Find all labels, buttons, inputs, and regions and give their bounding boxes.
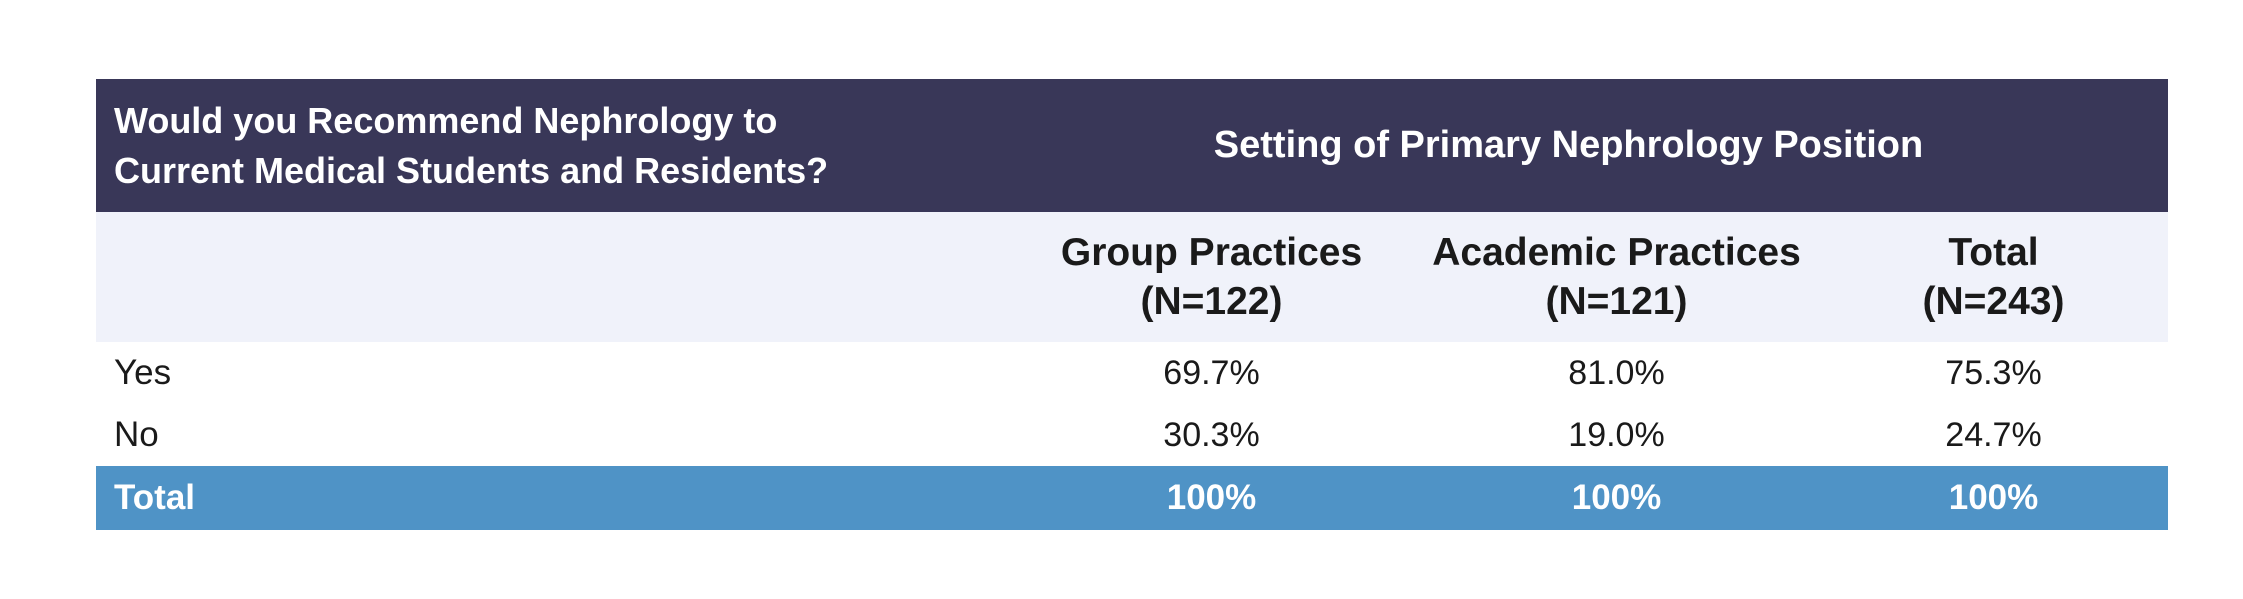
column-name: Academic Practices (1432, 231, 1801, 274)
column-header-group-practices: Group Practices (N=122) (1009, 228, 1414, 326)
row-label: No (114, 415, 159, 454)
column-n: (N=121) (1545, 280, 1688, 323)
table-row-yes: Yes 69.7% 81.0% 75.3% (96, 342, 2168, 404)
cell-value: 19.0% (1568, 415, 1665, 454)
row-label: Total (114, 478, 196, 517)
row-label: Yes (114, 353, 172, 392)
cell-value: 81.0% (1568, 353, 1665, 392)
table-row-total: Total 100% 100% 100% (96, 466, 2168, 530)
column-name: Total (1948, 231, 2039, 274)
cell-value: 30.3% (1163, 415, 1260, 454)
cell-value: 100% (1948, 478, 2039, 517)
spanning-header: Setting of Primary Nephrology Position (1213, 124, 1924, 166)
cell-value: 69.7% (1163, 353, 1260, 392)
cell-value: 75.3% (1945, 353, 2042, 392)
column-n: (N=122) (1140, 280, 1283, 323)
column-name: Group Practices (1060, 231, 1363, 274)
column-header-total: Total (N=243) (1819, 228, 2168, 326)
table-header-row: Would you Recommend Nephrology to Curren… (96, 79, 2168, 212)
cell-value: 100% (1571, 478, 1662, 517)
column-header-academic-practices: Academic Practices (N=121) (1414, 228, 1819, 326)
cell-value: 100% (1166, 478, 1257, 517)
cell-value: 24.7% (1945, 415, 2042, 454)
question-line-1: Would you Recommend Nephrology to (114, 99, 778, 141)
question-line-2: Current Medical Students and Residents? (114, 149, 829, 191)
question-header: Would you Recommend Nephrology to Curren… (96, 96, 1009, 196)
recommendation-table: Would you Recommend Nephrology to Curren… (96, 79, 2168, 530)
column-n: (N=243) (1922, 280, 2065, 323)
column-header-row: Group Practices (N=122) Academic Practic… (96, 212, 2168, 342)
table-row-no: No 30.3% 19.0% 24.7% (96, 404, 2168, 466)
